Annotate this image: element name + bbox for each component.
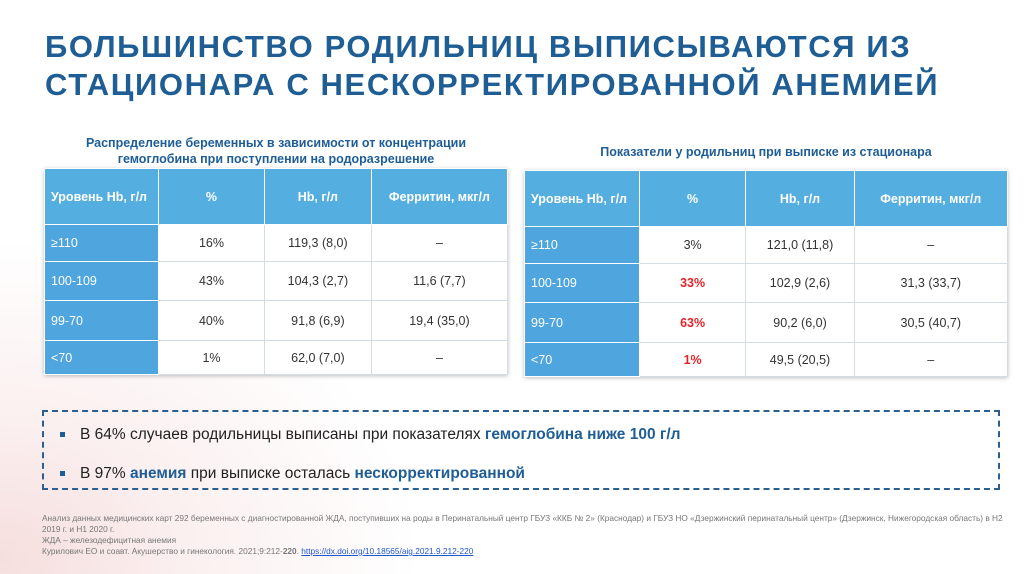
row-label: 100-109 — [43, 261, 160, 301]
table-cell: 49,5 (20,5) — [745, 342, 855, 377]
table-row: <70 1% 49,5 (20,5) – — [524, 342, 1009, 377]
table-row: <70 1% 62,0 (7,0) – — [43, 340, 509, 375]
caption-line: гемоглобина при поступлении на родоразре… — [117, 152, 435, 166]
title-line: БОЛЬШИНСТВО РОДИЛЬНИЦ ВЫПИСЫВАЮТСЯ ИЗ — [45, 29, 912, 64]
header-cell: Hb, г/л — [263, 168, 372, 225]
table-caption: Показатели у родильниц при выписке из ст… — [524, 144, 1008, 160]
bullet-text: В 64% случаев родильницы выписаны при по… — [80, 426, 485, 443]
header-row: Уровень Hb, г/л% Hb, г/л Ферритин, мкг/л — [43, 168, 509, 225]
table-cell: 1% — [158, 340, 265, 375]
data-table: Уровень Hb, г/л% Hb, г/л Ферритин, мкг/л ≥1… — [524, 170, 1009, 377]
table-cell: 91,8 (6,9) — [263, 300, 372, 341]
bullet-text: В 97% — [80, 465, 130, 482]
footnote-text: Курилович ЕО и соавт. Акушерство и гинек… — [42, 546, 283, 556]
table-cell: 31,3 (33,7) — [853, 263, 1009, 303]
table-cell: 102,9 (2,6) — [745, 263, 855, 303]
header-cell: Ферритин, мкг/л — [370, 168, 509, 225]
bullet-emphasis: гемоглобина ниже 100 г/л — [484, 426, 681, 443]
caption-line: Распределение беременных в зависимости о… — [85, 136, 467, 150]
summary-box — [42, 410, 1000, 490]
row-label: 100-109 — [524, 263, 640, 303]
table-row: 99-70 40% 91,8 (6,9) 19,4 (35,0) — [43, 300, 509, 341]
header-cell: Уровень Hb, г/л — [524, 170, 640, 227]
footnote-text: Анализ данных медицинских карт 292 берем… — [42, 513, 1003, 534]
bullet: В 64% случаев родильницы выписаны при по… — [60, 426, 680, 444]
header-cell: Уровень Hb, г/л — [43, 168, 160, 225]
footnote-text: 220 — [282, 546, 297, 556]
bullet-emphasis: анемия — [129, 465, 187, 482]
table-cell: 19,4 (35,0) — [370, 300, 509, 341]
bullet: В 97% анемия при выписке осталась нескор… — [60, 465, 525, 483]
footnote-text: . — [296, 546, 302, 556]
table-cell: 121,0 (11,8) — [745, 226, 855, 264]
footnote-line: Анализ данных медицинских карт 292 берем… — [42, 513, 1012, 535]
table-cell: 90,2 (6,0) — [745, 302, 855, 343]
row-label: <70 — [524, 342, 640, 377]
table-row: ≥110 16% 119,3 (8,0) – — [43, 224, 509, 262]
table-caption: Распределение беременных в зависимости о… — [44, 135, 508, 167]
row-label: 99-70 — [524, 302, 640, 343]
header-row: Уровень Hb, г/л% Hb, г/л Ферритин, мкг/л — [524, 170, 1009, 227]
row-label: 99-70 — [43, 300, 160, 341]
data-table: Уровень Hb, г/л% Hb, г/л Ферритин, мкг/л ≥1… — [43, 168, 509, 375]
table-cell: 43% — [158, 261, 265, 301]
table-cell: – — [853, 226, 1009, 264]
bullet-dot — [60, 471, 65, 477]
table-cell: 16% — [158, 224, 265, 262]
row-label: <70 — [43, 340, 160, 375]
table-cell: 30,5 (40,7) — [853, 302, 1009, 343]
row-label: ≥110 — [524, 226, 640, 264]
bullet-emphasis: нескорректированной — [354, 465, 525, 482]
table-cell: – — [853, 342, 1009, 377]
header-cell: % — [158, 168, 265, 225]
table-row: 100-109 33% 102,9 (2,6) 31,3 (33,7) — [524, 263, 1009, 303]
slide-title: БОЛЬШИНСТВО РОДИЛЬНИЦ ВЫПИСЫВАЮТСЯ ИЗ СТ… — [45, 28, 939, 104]
bullet-text: при выписке осталась — [186, 465, 355, 482]
table-cell: 33% — [638, 263, 747, 303]
table-cell: 104,3 (2,7) — [263, 261, 372, 301]
table-cell: 63% — [638, 302, 747, 343]
footnote-line: ЖДА – железодефицитная анемия — [42, 535, 1012, 546]
table-cell: 11,6 (7,7) — [370, 261, 509, 301]
table-cell: 62,0 (7,0) — [263, 340, 372, 375]
table-row: 100-109 43% 104,3 (2,7) 11,6 (7,7) — [43, 261, 509, 301]
table-cell: 40% — [158, 300, 265, 341]
row-label: ≥110 — [43, 224, 160, 262]
footnote-text: ЖДА – железодефицитная анемия — [42, 535, 177, 545]
table-row: 99-70 63% 90,2 (6,0) 30,5 (40,7) — [524, 302, 1009, 343]
caption-line: Показатели у родильниц при выписке из ст… — [600, 145, 932, 159]
header-cell: Ферритин, мкг/л — [853, 170, 1009, 227]
bullet-dot — [60, 432, 65, 438]
footnote: Анализ данных медицинских карт 292 берем… — [42, 513, 1012, 557]
header-cell: % — [638, 170, 747, 227]
table-cell: 119,3 (8,0) — [263, 224, 372, 262]
doi-link[interactable]: https://dx.doi.org/10.18565/aig.2021.9.2… — [301, 546, 474, 556]
title-line: СТАЦИОНАРА С НЕСКОРРЕКТИРОВАННОЙ АНЕМИЕЙ — [45, 67, 940, 102]
table-cell: – — [370, 224, 509, 262]
footnote-line: Курилович ЕО и соавт. Акушерство и гинек… — [42, 546, 1012, 557]
table-row: ≥110 3% 121,0 (11,8) – — [524, 226, 1009, 264]
table-cell: 1% — [638, 342, 747, 377]
header-cell: Hb, г/л — [745, 170, 855, 227]
table-cell: 3% — [638, 226, 747, 264]
table-cell: – — [370, 340, 509, 375]
